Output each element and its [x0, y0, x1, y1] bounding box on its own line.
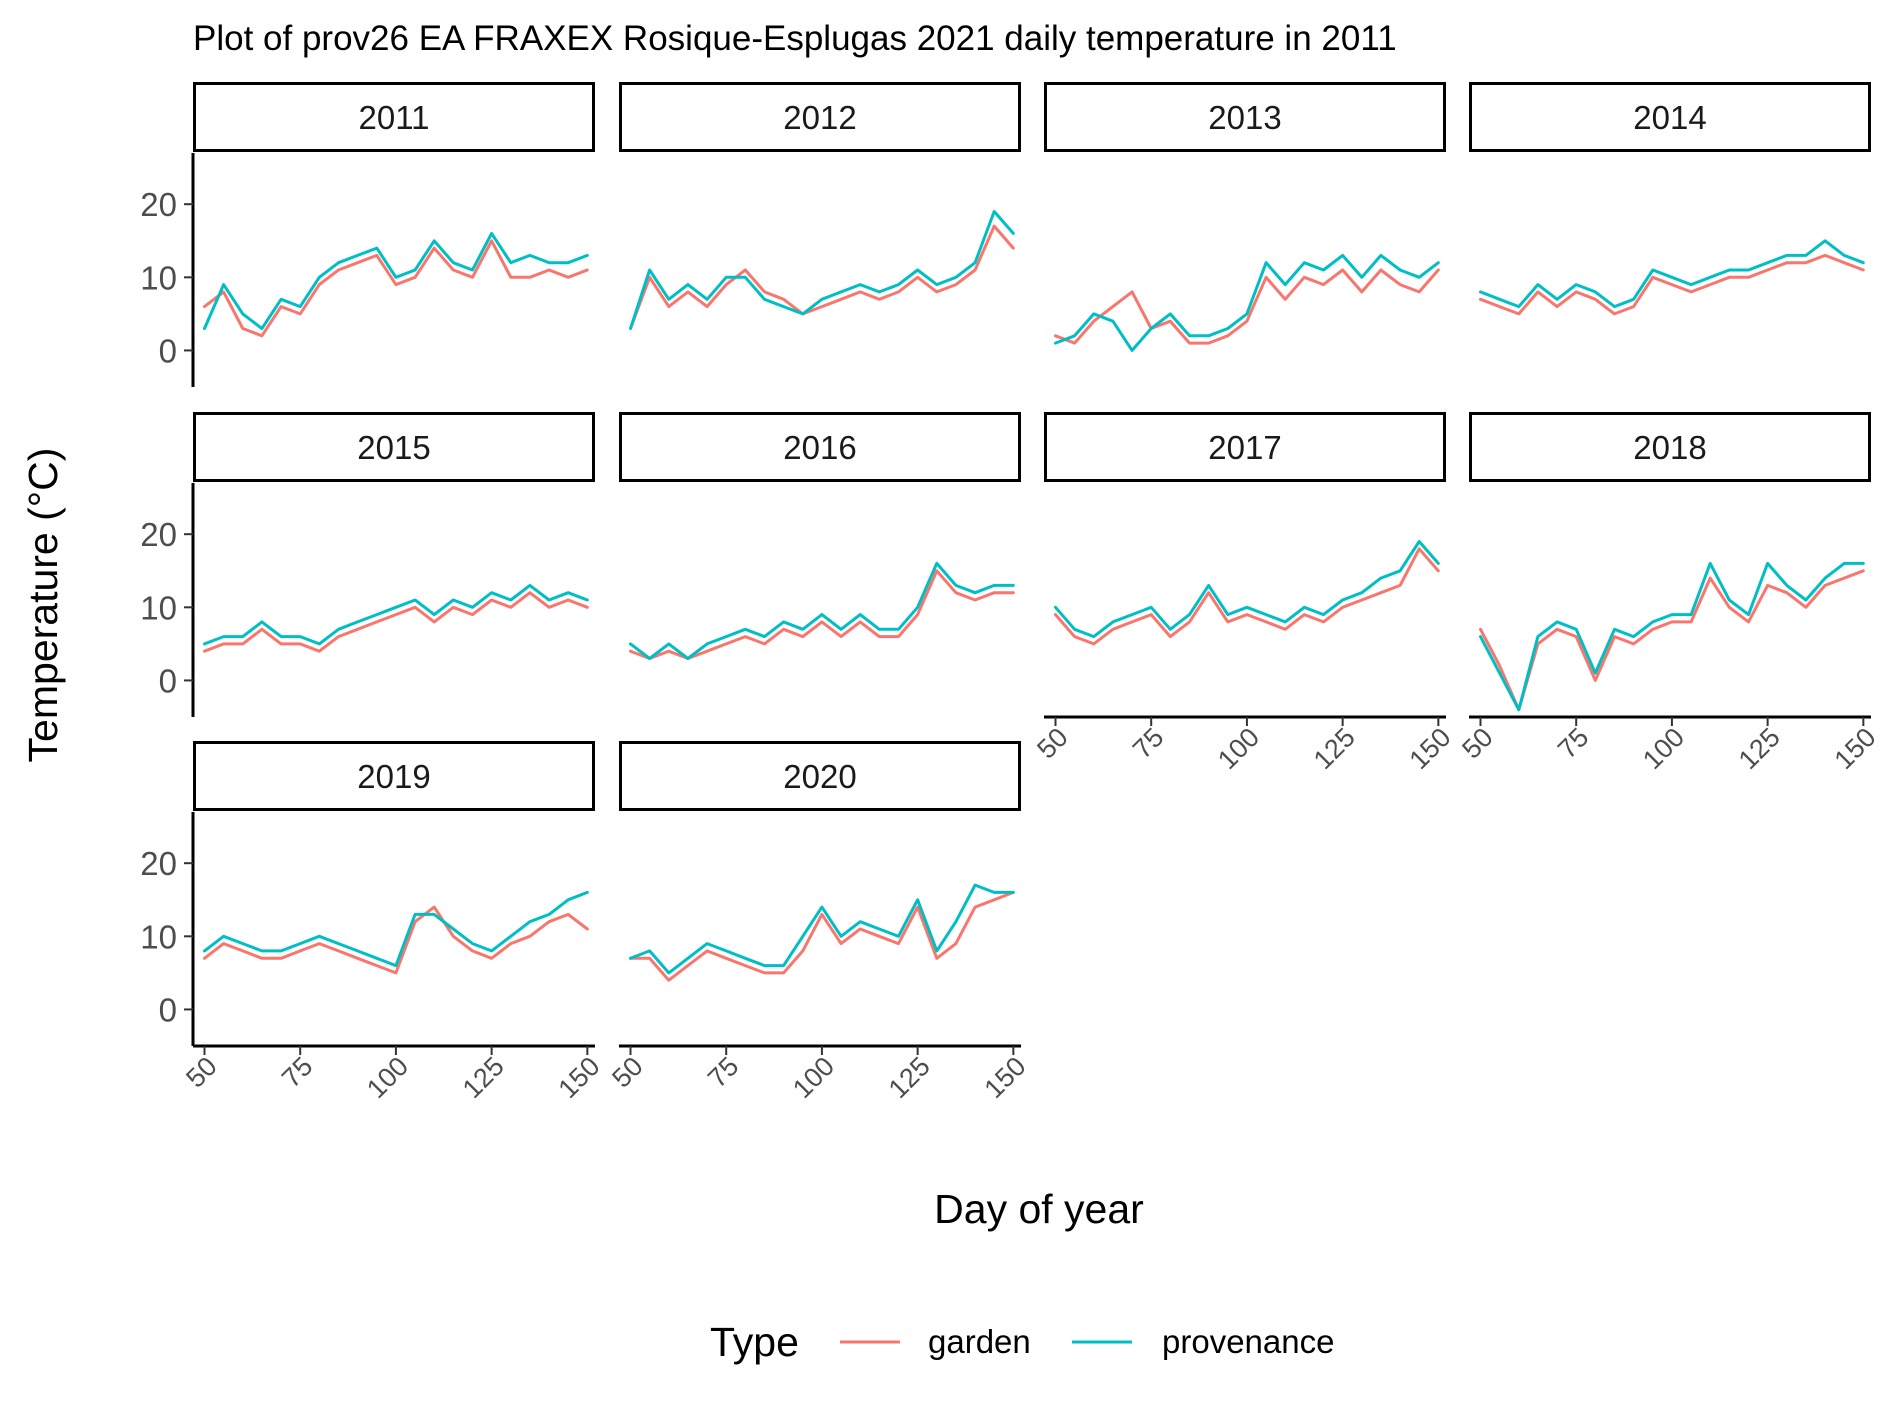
series-line-garden-2012: [629, 224, 1015, 330]
panel-strip-2019: [193, 741, 595, 811]
y-tick-label-2019-0: 0: [159, 991, 177, 1028]
panel-strip-2020: [619, 741, 1021, 811]
panel-strip-label-2020: 2020: [783, 758, 856, 795]
y-tick-label-2015-20: 20: [140, 516, 177, 553]
y-tick-label-2019-20: 20: [140, 845, 177, 882]
panel-strip-2017: [1044, 412, 1446, 482]
x-tick-label-2020-50: 50: [606, 1051, 648, 1093]
panel-strip-label-2012: 2012: [783, 99, 856, 136]
series-line-garden-2019: [203, 905, 589, 975]
y-tick-label-2015-10: 10: [140, 589, 177, 626]
panel-2011: 2011 0 10 20: [140, 82, 595, 387]
y-tick-label-2011-0: 0: [159, 332, 177, 369]
x-tick-label-2018-75: 75: [1552, 722, 1594, 764]
panel-strip-2015: [193, 412, 595, 482]
series-line-provenance-2019: [203, 890, 589, 968]
panel-2012: 2012: [619, 82, 1021, 330]
series-line-garden-2016: [629, 569, 1015, 660]
panel-strip-label-2016: 2016: [783, 429, 856, 466]
panel-strip-2013: [1044, 82, 1446, 152]
panel-2013: 2013: [1044, 82, 1446, 352]
panel-strip-label-2013: 2013: [1208, 99, 1281, 136]
x-tick-label-2019-50: 50: [180, 1051, 222, 1093]
x-tick-label-2018-100: 100: [1637, 722, 1690, 775]
x-tick-label-2019-150: 150: [553, 1051, 606, 1104]
series-line-garden-2017: [1054, 547, 1440, 646]
series-line-provenance-2017: [1054, 540, 1440, 639]
panel-strip-2014: [1469, 82, 1871, 152]
series-line-garden-2014: [1479, 253, 1865, 316]
series-line-provenance-2012: [629, 210, 1015, 330]
panel-strip-2016: [619, 412, 1021, 482]
y-tick-label-2011-10: 10: [140, 259, 177, 296]
series-line-garden-2015: [203, 591, 589, 653]
x-tick-label-2018-125: 125: [1733, 722, 1786, 775]
legend-label-provenance: provenance: [1162, 1323, 1334, 1360]
chart-title: Plot of prov26 EA FRAXEX Rosique-Espluga…: [193, 19, 1397, 58]
series-line-garden-2020: [629, 890, 1015, 982]
x-tick-label-2018-150: 150: [1829, 722, 1882, 775]
y-tick-label-2011-20: 20: [140, 186, 177, 223]
panel-2014: 2014: [1469, 82, 1871, 316]
panel-strip-label-2011: 2011: [359, 99, 430, 136]
series-line-provenance-2018: [1479, 561, 1865, 712]
panel-strip-2012: [619, 82, 1021, 152]
x-tick-label-2017-50: 50: [1031, 722, 1073, 764]
series-line-garden-2013: [1054, 268, 1440, 345]
panel-2020: 2020 50 75 100 125 150: [606, 741, 1032, 1104]
panel-2019: 2019 0 10 20 50 75 100 125 150: [140, 741, 606, 1104]
panel-2015: 2015 0 10 20: [140, 412, 595, 717]
series-line-provenance-2016: [629, 561, 1015, 660]
panel-2018: 2018 50 75 100 125 150: [1456, 412, 1882, 775]
series-line-garden-2011: [203, 239, 589, 338]
panel-strip-label-2015: 2015: [357, 429, 430, 466]
series-line-provenance-2011: [203, 231, 589, 330]
x-tick-label-2017-100: 100: [1212, 722, 1265, 775]
x-tick-label-2017-75: 75: [1127, 722, 1169, 764]
x-tick-label-2019-125: 125: [457, 1051, 510, 1104]
legend-title: Type: [710, 1319, 799, 1365]
panel-strip-label-2017: 2017: [1208, 429, 1281, 466]
series-line-provenance-2015: [203, 583, 589, 646]
series-line-garden-2018: [1479, 569, 1865, 712]
x-tick-label-2020-100: 100: [787, 1051, 840, 1104]
x-tick-label-2019-100: 100: [361, 1051, 414, 1104]
panel-2017: 2017 50 75 100 125 150: [1031, 412, 1457, 775]
y-tick-label-2015-0: 0: [159, 662, 177, 699]
x-tick-label-2017-150: 150: [1404, 722, 1457, 775]
panel-strip-2011: [193, 82, 595, 152]
series-line-provenance-2020: [629, 883, 1015, 975]
legend: Type garden provenance: [710, 1319, 1334, 1365]
panel-strip-label-2014: 2014: [1633, 99, 1706, 136]
legend-label-garden: garden: [928, 1323, 1031, 1360]
panel-strip-2018: [1469, 412, 1871, 482]
x-tick-label-2017-125: 125: [1308, 722, 1361, 775]
x-tick-label-2020-125: 125: [883, 1051, 936, 1104]
x-tick-label-2018-50: 50: [1456, 722, 1498, 764]
x-tick-label-2020-150: 150: [979, 1051, 1032, 1104]
x-tick-label-2020-75: 75: [702, 1051, 744, 1093]
series-line-provenance-2014: [1479, 239, 1865, 309]
x-tick-label-2019-75: 75: [276, 1051, 318, 1093]
y-tick-label-2019-10: 10: [140, 918, 177, 955]
panel-strip-label-2019: 2019: [357, 758, 430, 795]
x-axis-title: Day of year: [934, 1186, 1144, 1232]
panel-2016: 2016: [619, 412, 1021, 660]
panel-strip-label-2018: 2018: [1633, 429, 1706, 466]
series-line-provenance-2013: [1054, 253, 1440, 352]
y-axis-title: Temperature (°C): [20, 448, 66, 763]
